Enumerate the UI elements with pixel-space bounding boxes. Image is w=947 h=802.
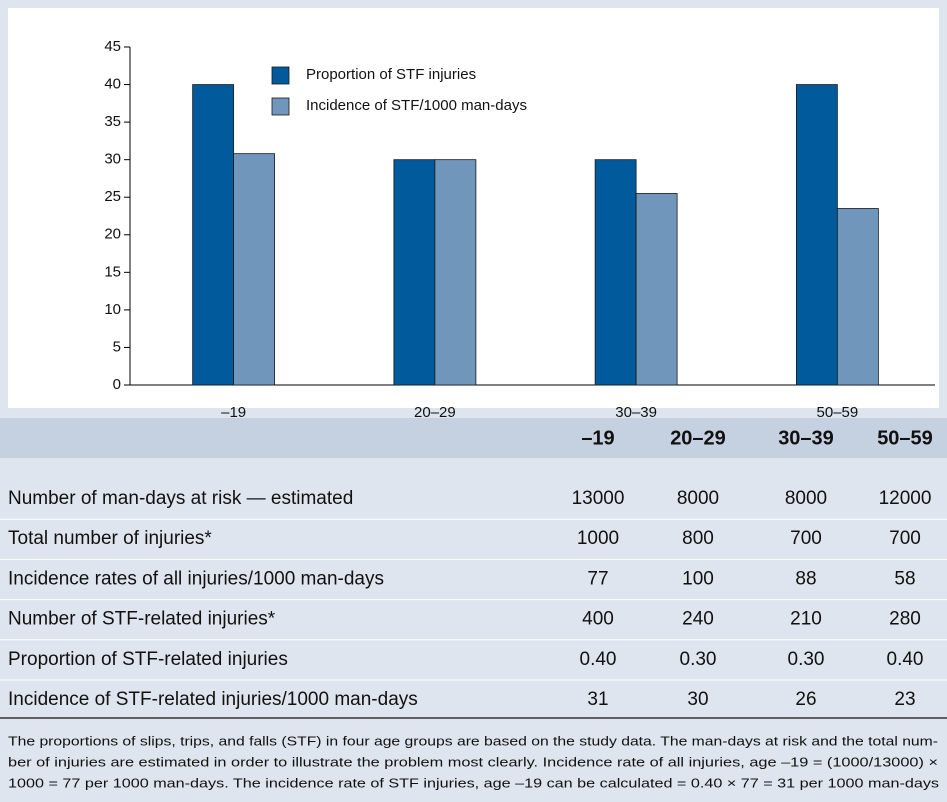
legend-swatch	[271, 66, 290, 85]
x-tick-label: 50–59	[817, 404, 859, 421]
table-header-band	[0, 418, 947, 458]
legend-swatch	[271, 97, 290, 116]
bar	[393, 159, 436, 386]
table-cell: 800	[682, 528, 714, 549]
bar	[594, 159, 637, 386]
table-cell: 0.40	[887, 649, 924, 670]
table-cell: 88	[795, 568, 816, 589]
row-label: Number of STF-related injuries*	[8, 609, 276, 630]
table-cell: 700	[790, 528, 822, 549]
note-line: 1000 = 77 per 1000 man-days. The inciden…	[8, 775, 940, 790]
legend-label: Proportion of STF injuries	[306, 66, 476, 83]
table-header: –19	[581, 427, 614, 449]
y-tick-label: 0	[113, 376, 121, 393]
row-label: Incidence of STF-related injuries/1000 m…	[8, 689, 418, 710]
table-cell: 280	[889, 609, 921, 630]
y-tick-label: 35	[104, 113, 121, 130]
table-cell: 0.30	[788, 649, 825, 670]
bar	[795, 84, 838, 386]
table-cell: 30	[687, 689, 708, 710]
table-header: 50–59	[877, 427, 933, 449]
y-tick-label: 5	[113, 338, 121, 355]
note-line: The proportions of slips, trips, and fal…	[8, 733, 938, 748]
row-label: Total number of injuries*	[8, 528, 212, 549]
table-cell: 77	[587, 568, 608, 589]
row-label: Incidence rates of all injuries/1000 man…	[8, 568, 384, 589]
table-cell: 13000	[572, 488, 625, 509]
x-tick-label: –19	[221, 404, 246, 421]
y-tick-label: 45	[104, 38, 121, 55]
table-cell: 12000	[879, 488, 932, 509]
bar	[836, 208, 879, 386]
table-cell: 100	[682, 568, 714, 589]
table-cell: 1000	[577, 528, 619, 549]
bar	[192, 84, 235, 386]
table-cell: 23	[894, 689, 915, 710]
table-cell: 400	[582, 609, 614, 630]
y-tick-label: 40	[104, 76, 121, 93]
y-tick-label: 30	[104, 151, 121, 168]
bar	[233, 153, 276, 386]
table-cell: 700	[889, 528, 921, 549]
table-cell: 8000	[785, 488, 827, 509]
note-line: ber of injuries are estimated in order t…	[8, 754, 938, 769]
x-tick-label: 20–29	[414, 404, 456, 421]
table-cell: 8000	[677, 488, 719, 509]
y-tick-label: 15	[104, 263, 121, 280]
table-cell: 58	[894, 568, 915, 589]
y-tick-label: 25	[104, 188, 121, 205]
table-cell: 26	[795, 689, 816, 710]
table-header: 30–39	[778, 427, 834, 449]
y-tick-label: 20	[104, 226, 121, 243]
table-cell: 240	[682, 609, 714, 630]
table-cell: 210	[790, 609, 822, 630]
x-tick-label: 30–39	[615, 404, 657, 421]
table-header: 20–29	[670, 427, 726, 449]
table-cell: 31	[587, 689, 608, 710]
table-cell: 0.30	[680, 649, 717, 670]
row-label: Proportion of STF-related injuries	[8, 649, 288, 670]
legend-label: Incidence of STF/1000 man-days	[306, 97, 527, 114]
bar	[635, 193, 678, 386]
bar	[434, 159, 477, 386]
row-label: Number of man-days at risk — estimated	[8, 488, 353, 509]
table-cell: 0.40	[580, 649, 617, 670]
y-tick-label: 10	[104, 301, 121, 318]
